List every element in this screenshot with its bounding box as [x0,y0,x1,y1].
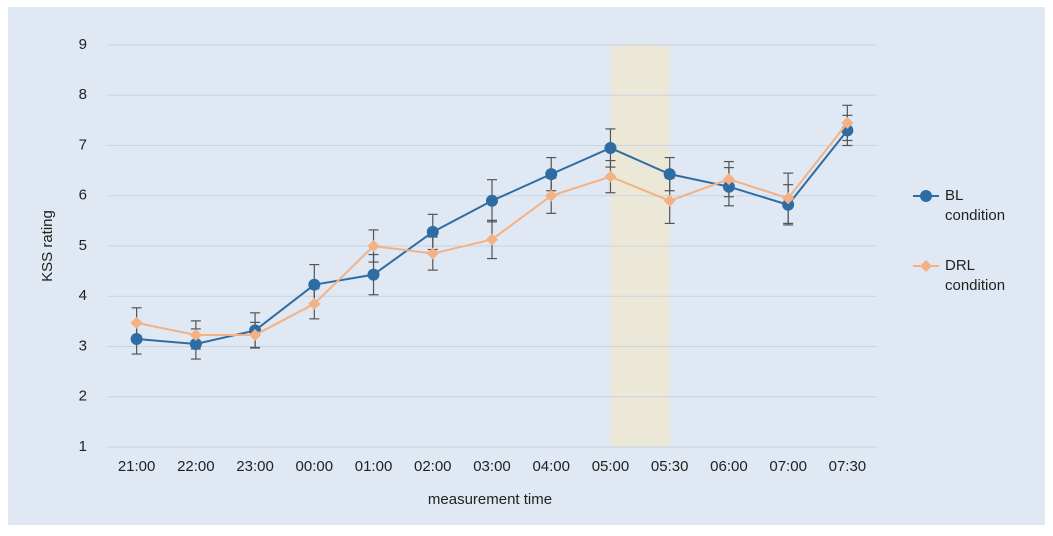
point [130,316,143,329]
point [426,247,439,260]
point [545,189,558,202]
y-tick-label: 2 [79,388,87,405]
y-tick-label: 8 [79,86,87,103]
x-tick-label: 05:00 [592,458,630,475]
y-tick-label: 9 [79,36,87,53]
point [782,198,795,211]
y-axis-label: KSS rating [39,210,56,282]
point [249,328,262,341]
point [426,225,439,238]
x-tick-label: 05:30 [651,458,689,475]
point [782,192,795,205]
x-tick-label: 22:00 [177,458,215,475]
point [722,180,735,193]
x-tick-label: 07:30 [829,458,867,475]
x-tick-label: 07:00 [769,458,807,475]
y-tick-label: 6 [79,187,87,204]
point [663,194,676,207]
legend-item: DRL condition [913,256,1043,296]
point [367,240,380,252]
y-tick-label: 7 [79,136,87,153]
y-tick-label: 3 [79,337,87,354]
point [545,168,558,181]
point [722,173,735,186]
y-tick-label: 1 [79,438,87,455]
x-tick-label: 21:00 [118,458,156,475]
x-tick-label: 23:00 [236,458,274,475]
point [663,168,676,181]
x-tick-label: 04:00 [532,458,570,475]
point [130,332,143,345]
point [189,328,202,341]
point [604,170,617,183]
x-tick-label: 03:00 [473,458,511,475]
legend-label: BL condition [945,187,1006,224]
chart-panel [8,7,1045,525]
point [308,278,321,291]
x-tick-label: 02:00 [414,458,452,475]
x-tick-label: 00:00 [296,458,334,475]
legend-item: BL condition [913,186,1043,226]
y-tick-label: 4 [79,287,87,304]
point [841,116,854,129]
y-tick-label: 5 [79,237,87,254]
x-tick-label: 01:00 [355,458,393,475]
point [604,142,617,155]
point [486,194,498,207]
point [367,268,380,281]
legend-label: DRL condition [945,257,1006,294]
legend-swatch [913,260,939,272]
x-tick-label: 06:00 [710,458,748,475]
legend-swatch [913,190,939,202]
x-axis-label: measurement time [428,491,552,508]
point [486,233,498,246]
point [189,337,202,350]
point [308,297,321,310]
